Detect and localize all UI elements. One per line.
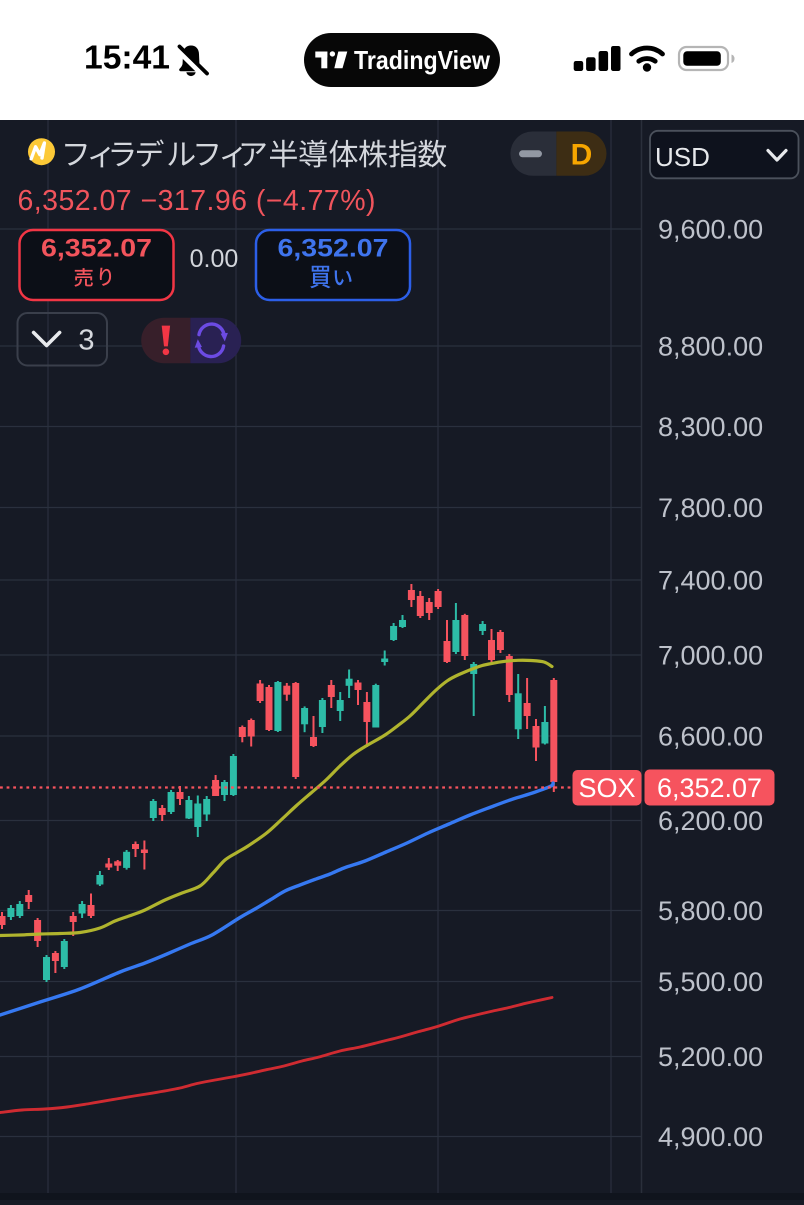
svg-text:7,400.00: 7,400.00 [658, 566, 763, 596]
svg-text:5,800.00: 5,800.00 [658, 896, 763, 926]
svg-text:8,300.00: 8,300.00 [658, 412, 763, 442]
svg-text:6,200.00: 6,200.00 [658, 806, 763, 836]
svg-text:5,200.00: 5,200.00 [658, 1042, 763, 1072]
svg-text:4,900.00: 4,900.00 [658, 1122, 763, 1152]
svg-text:TradingView: TradingView [354, 45, 491, 75]
svg-text:6,600.00: 6,600.00 [658, 722, 763, 752]
svg-text:USD: USD [655, 142, 710, 172]
svg-text:3: 3 [78, 325, 94, 357]
svg-text:7,800.00: 7,800.00 [658, 493, 763, 523]
svg-text:5,500.00: 5,500.00 [658, 967, 763, 997]
svg-text:8,800.00: 8,800.00 [658, 332, 763, 362]
svg-text:6,352.07: 6,352.07 [657, 773, 762, 803]
svg-text:6,352.07 −317.96 (−4.77%): 6,352.07 −317.96 (−4.77%) [18, 185, 376, 217]
svg-text:6,352.07: 6,352.07 [41, 235, 152, 263]
svg-text:SOX: SOX [578, 773, 635, 803]
svg-text:0.00: 0.00 [190, 245, 239, 273]
svg-text:15:41: 15:41 [84, 39, 170, 76]
svg-text:9,600.00: 9,600.00 [658, 215, 763, 245]
svg-text:D: D [571, 139, 593, 172]
svg-text:6,352.07: 6,352.07 [278, 235, 389, 263]
svg-text:7,000.00: 7,000.00 [658, 641, 763, 671]
